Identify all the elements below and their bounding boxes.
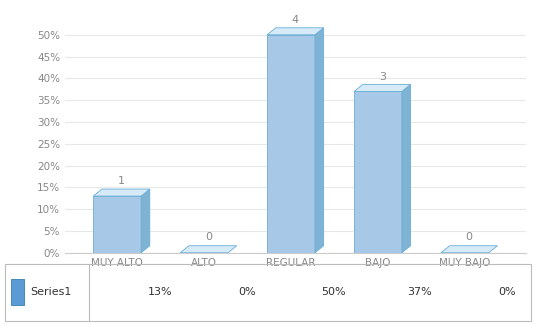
Text: 13%: 13% bbox=[147, 287, 172, 296]
Polygon shape bbox=[180, 246, 237, 253]
Polygon shape bbox=[315, 28, 324, 253]
Polygon shape bbox=[267, 35, 315, 253]
Polygon shape bbox=[93, 189, 150, 196]
Text: 50%: 50% bbox=[321, 287, 346, 296]
Bar bbox=[11, 279, 24, 305]
Text: Series1: Series1 bbox=[30, 287, 71, 296]
Polygon shape bbox=[141, 189, 150, 253]
Text: 0: 0 bbox=[205, 232, 212, 242]
Polygon shape bbox=[93, 196, 141, 253]
Polygon shape bbox=[441, 246, 498, 253]
Text: 4: 4 bbox=[292, 15, 299, 25]
Polygon shape bbox=[267, 28, 324, 35]
Bar bbox=[5, 264, 531, 321]
Text: 0%: 0% bbox=[238, 287, 255, 296]
Text: 3: 3 bbox=[379, 72, 386, 82]
Polygon shape bbox=[354, 91, 402, 253]
Text: 37%: 37% bbox=[408, 287, 433, 296]
Polygon shape bbox=[354, 85, 411, 91]
Text: 0: 0 bbox=[466, 232, 473, 242]
Polygon shape bbox=[402, 85, 411, 253]
Text: 1: 1 bbox=[118, 177, 125, 186]
Text: 0%: 0% bbox=[498, 287, 515, 296]
